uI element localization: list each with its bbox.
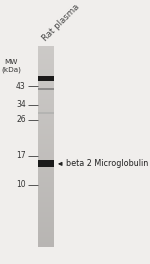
Bar [38,237,54,239]
Bar [38,53,54,56]
Bar [38,78,54,81]
Bar [38,179,54,182]
Bar [38,71,54,74]
Bar [38,136,54,139]
Bar [38,199,54,202]
Bar [38,189,54,192]
Bar [38,229,54,232]
Bar [38,166,54,169]
Bar [38,169,54,172]
Bar [38,159,54,162]
Bar [38,56,54,59]
Bar [38,197,54,199]
Bar [38,222,54,224]
Bar [38,116,54,119]
Bar [38,101,54,104]
Bar [38,129,54,131]
Text: 17: 17 [16,151,26,160]
Bar [38,204,54,207]
Bar [38,86,54,89]
Bar [38,76,54,81]
Text: 10: 10 [16,180,26,189]
Bar [38,224,54,227]
Bar [38,124,54,126]
Bar [38,109,54,111]
Text: beta 2 Microglobulin: beta 2 Microglobulin [66,159,148,168]
Bar [38,81,54,84]
Bar [38,111,54,114]
Bar [38,83,54,86]
Bar [38,61,54,64]
Bar [38,242,54,245]
Text: 43: 43 [16,82,26,91]
Bar [38,126,54,129]
Bar [38,171,54,174]
Bar [38,114,54,116]
Bar [38,91,54,94]
Bar [38,98,54,101]
Bar [38,187,54,189]
Bar [38,112,54,114]
Bar [38,119,54,121]
Bar [38,141,54,144]
Bar [38,144,54,147]
Bar [38,103,54,106]
Bar [38,207,54,209]
Bar [38,154,54,157]
Bar [38,66,54,69]
Bar [38,88,54,91]
Bar [38,161,54,164]
Bar [38,174,54,177]
Bar [38,93,54,96]
Bar [38,244,54,247]
Bar [38,149,54,152]
Bar [38,146,54,149]
Bar [38,63,54,66]
Bar [38,48,54,51]
Bar [38,131,54,134]
Bar [38,219,54,222]
Bar [38,239,54,242]
Bar [38,227,54,229]
Bar [38,134,54,136]
Text: 34: 34 [16,100,26,110]
Text: 26: 26 [16,115,26,124]
Bar [38,161,54,167]
Bar [38,232,54,234]
Bar [38,212,54,214]
Bar [38,192,54,194]
Bar [38,76,54,79]
Bar [38,217,54,219]
Bar [38,194,54,197]
Bar [38,139,54,142]
Bar [38,209,54,212]
Bar [38,151,54,154]
Bar [38,96,54,99]
Bar [38,202,54,204]
Text: MW
(kDa): MW (kDa) [1,59,21,73]
Bar [38,164,54,167]
Bar [38,46,54,49]
Bar [38,234,54,237]
Bar [38,73,54,76]
Bar [38,88,54,90]
Text: Rat plasma: Rat plasma [40,2,81,43]
Bar [38,177,54,179]
Bar [38,182,54,184]
Bar [38,68,54,71]
Bar [38,106,54,109]
Bar [38,214,54,217]
Bar [38,51,54,54]
Bar [38,121,54,124]
Bar [38,156,54,159]
Bar [38,184,54,187]
Bar [38,58,54,61]
